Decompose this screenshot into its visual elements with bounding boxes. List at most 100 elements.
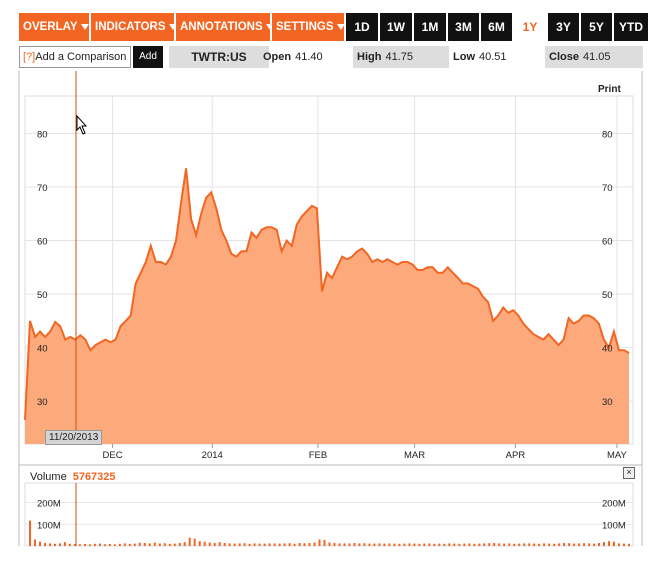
overlay-menu[interactable]: OVERLAY [19,13,89,41]
volume-bar [83,544,86,546]
volume-bar [503,543,506,546]
mouse-cursor-icon [76,114,88,135]
range-1w-button[interactable]: 1W [380,13,412,41]
volume-bar [268,543,271,546]
low-value: 40.51 [479,51,507,63]
volume-bar [578,543,581,546]
volume-bar [488,543,491,546]
overlay-menu-label: OVERLAY [23,21,78,33]
volume-bar [593,543,596,546]
volume-bar [563,543,566,546]
range-3y-button[interactable]: 3Y [548,13,579,41]
add-comparison-button[interactable]: Add [133,46,163,68]
close-value: 41.05 [582,51,611,63]
volume-bar [543,543,546,546]
volume-bar [118,543,121,546]
volume-tick-label: 200M [37,499,61,510]
volume-bar [258,543,261,546]
volume-bar [348,543,351,546]
volume-bar [343,543,346,546]
volume-tick-label: 100M [37,520,61,531]
range-3m-button[interactable]: 3M [448,13,479,41]
volume-bar [528,543,531,546]
volume-bar [308,543,311,546]
volume-bar [483,543,486,546]
print-link[interactable]: Print [598,84,621,95]
volume-bars [29,520,630,546]
open-label: Open [263,51,292,63]
volume-bar [233,543,236,546]
range-1m-button[interactable]: 1M [414,13,446,41]
quote-bar: [?]Add a Comparison Add TWTR:US Open 41.4… [19,46,643,68]
volume-bar [608,541,610,546]
volume-bar [59,543,61,546]
x-tick-label: 2014 [202,450,223,461]
ticker-symbol: TWTR:US [169,46,269,68]
dropdown-caret-icon [265,23,274,30]
range-1y-button[interactable]: 1Y [514,13,546,41]
range-5y-button[interactable]: 5Y [581,13,612,41]
volume-bar [588,543,591,546]
range-6m-button[interactable]: 6M [481,13,512,41]
close-volume-icon[interactable]: × [623,467,635,479]
volume-bar [513,543,516,546]
y-tick-label: 60 [37,237,48,248]
volume-bar [318,539,321,546]
comparison-placeholder: Add a Comparison [35,51,127,63]
y-axis-labels-left: 30 40 50 60 70 80 [37,129,48,408]
volume-bar [473,543,476,546]
volume-bar [49,543,51,546]
volume-bar [123,543,126,546]
y-tick-label: 40 [602,344,613,355]
volume-bar [533,543,536,546]
volume-bar [378,543,381,546]
volume-bar [218,542,221,546]
y-tick-label: 50 [37,290,48,301]
volume-bar [568,543,571,546]
volume-bar [548,543,551,546]
annotations-menu-label: ANNOTATIONS [180,21,263,33]
y-tick-label: 80 [602,129,613,140]
volume-bar [163,543,166,546]
comparison-input[interactable]: [?]Add a Comparison [19,46,131,68]
range-ytd-button[interactable]: YTD [614,13,648,41]
help-mark[interactable]: [?] [23,51,36,63]
y-tick-label: 60 [602,237,613,248]
volume-bar [198,541,201,546]
volume-bar [518,543,521,546]
volume-bar [493,543,496,546]
volume-frame [24,482,634,547]
volume-axis-labels: 100M 100M 200M 200M [37,499,626,532]
settings-menu[interactable]: SETTINGS [272,13,345,41]
high-stat: High 41.75 [353,46,449,68]
volume-bar [523,543,526,546]
dropdown-caret-icon [168,23,177,30]
volume-bar [338,543,341,546]
volume-bar [173,543,176,546]
volume-bar [63,542,66,546]
volume-bar [463,543,466,546]
x-tick-label: DEC [103,450,123,461]
x-tick-label: MAR [404,450,425,461]
volume-bar [73,544,76,546]
indicators-menu[interactable]: INDICATORS [91,13,177,41]
close-label: Close [549,51,579,63]
volume-bar [203,541,206,546]
volume-bar [583,543,586,546]
volume-bar [603,542,605,546]
volume-bar [39,541,41,546]
volume-bar [368,543,371,546]
volume-bar [453,543,456,546]
volume-bar [468,543,471,546]
volume-bar [178,543,181,546]
volume-bar [54,543,56,546]
volume-bar [323,539,326,546]
volume-bar [128,543,131,546]
volume-header: Volume 5767325 [30,471,116,483]
volume-bar [598,543,600,546]
annotations-menu[interactable]: ANNOTATIONS [176,13,274,41]
y-tick-label: 40 [37,344,48,355]
volume-bar [283,543,286,546]
range-1d-button[interactable]: 1D [346,13,378,41]
